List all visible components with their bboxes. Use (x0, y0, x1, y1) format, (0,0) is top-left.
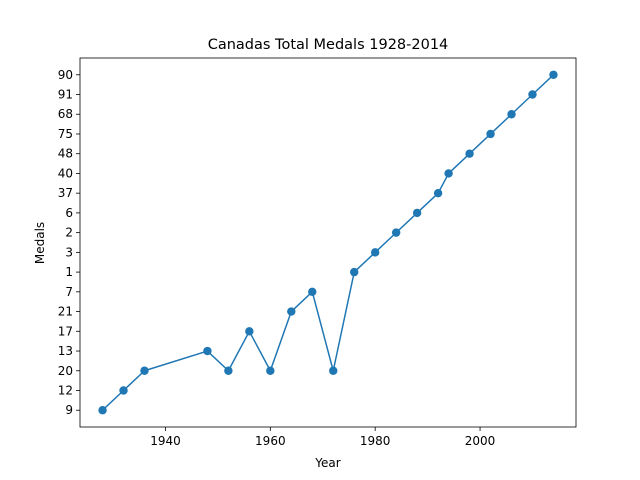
data-point (140, 366, 149, 375)
y-tick-label: 40 (58, 166, 73, 180)
data-point (350, 267, 359, 277)
data-point (245, 327, 254, 336)
data-point (329, 366, 338, 375)
data-point (507, 110, 516, 119)
y-tick-label: 2 (65, 226, 73, 240)
x-tick-label: 1980 (360, 434, 391, 448)
x-tick-label: 1940 (150, 434, 181, 448)
y-tick-label: 17 (58, 324, 73, 338)
x-tick-label: 2000 (465, 434, 496, 448)
y-tick-label: 91 (58, 88, 73, 102)
y-tick-label: 6 (65, 206, 73, 220)
data-point (224, 366, 233, 375)
y-tick-label: 90 (58, 68, 73, 82)
plot-area (98, 70, 558, 415)
y-tick-label: 68 (58, 107, 73, 121)
y-tick-label: 37 (58, 186, 73, 200)
chart-title: Canadas Total Medals 1928-2014 (208, 37, 449, 53)
data-point (433, 188, 443, 198)
y-tick-label: 1 (65, 265, 73, 279)
data-point (370, 248, 380, 257)
axes-frame (79, 57, 577, 428)
y-tick-label: 12 (58, 383, 73, 397)
y-tick-label: 21 (58, 305, 73, 319)
data-point (266, 366, 275, 375)
data-point (528, 90, 537, 99)
data-point (203, 346, 212, 356)
data-point (287, 307, 296, 316)
data-point (444, 169, 453, 178)
y-tick-label: 9 (65, 403, 73, 417)
data-point (119, 386, 128, 395)
data-point (98, 406, 107, 415)
y-tick-label: 3 (65, 245, 73, 259)
data-point (549, 70, 558, 79)
y-tick-label: 48 (58, 147, 73, 161)
data-point (486, 129, 495, 139)
y-tick-label: 75 (58, 127, 73, 141)
y-tick-label: 7 (65, 285, 73, 299)
data-point (412, 208, 422, 218)
y-tick-label: 13 (58, 344, 73, 358)
data-point (465, 149, 474, 158)
x-axis-ticks: 1940 1960 1980 2000 (150, 427, 495, 448)
x-tick-label: 1960 (255, 434, 286, 448)
data-point (308, 287, 317, 297)
y-axis-label: Medals (33, 222, 47, 264)
data-point (391, 228, 401, 237)
y-tick-label: 20 (58, 364, 73, 378)
x-axis-label: Year (314, 456, 340, 470)
